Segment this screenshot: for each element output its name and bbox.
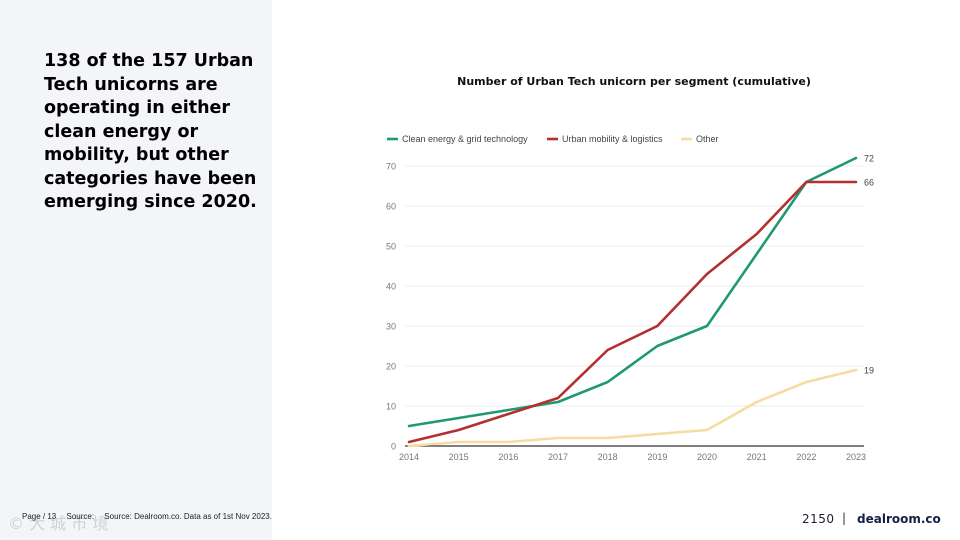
x-tick-label: 2016: [498, 452, 518, 462]
y-tick-label: 30: [386, 322, 396, 332]
logo-dealroom: dealroom.co: [857, 512, 941, 526]
y-tick-label: 40: [386, 282, 396, 292]
series-line: [407, 156, 858, 428]
x-tick-label: 2017: [548, 452, 568, 462]
y-tick-label: 50: [386, 242, 396, 252]
y-tick-label: 60: [386, 202, 396, 212]
y-tick-label: 20: [386, 362, 396, 372]
logo-separator: |: [842, 511, 847, 525]
source-text: Source: Dealroom.co. Data as of 1st Nov …: [104, 512, 272, 521]
legend-entry: Urban mobility & logistics: [562, 134, 663, 144]
legend-entry: Other: [696, 134, 719, 144]
data-label: 72: [864, 154, 874, 164]
y-tick-label: 10: [386, 402, 396, 412]
x-tick-label: 2023: [846, 452, 866, 462]
data-label: 66: [864, 178, 874, 188]
series-line: [407, 368, 858, 448]
x-tick-label: 2022: [796, 452, 816, 462]
headline-line: categories have been: [44, 168, 257, 189]
x-tick-label: 2021: [747, 452, 767, 462]
headline-line: 138 of the 157 Urban: [44, 51, 254, 71]
headline-line: mobility, but other: [44, 145, 229, 165]
x-tick-label: 2020: [697, 452, 717, 462]
x-tick-label: 2015: [449, 452, 469, 462]
headline-line: clean energy or: [44, 121, 199, 142]
left-panel: [0, 0, 272, 540]
headline-line: emerging since 2020.: [44, 192, 257, 212]
footer: Page / 13 Source: Source: Dealroom.co. D…: [22, 512, 280, 521]
headline-line: operating in either: [44, 98, 231, 118]
legend-entry: Clean energy & grid technology: [402, 134, 528, 144]
source-label: Source:: [66, 512, 95, 521]
data-label: 19: [864, 366, 874, 376]
page-number: Page / 13: [22, 512, 57, 521]
x-tick-label: 2018: [598, 452, 618, 462]
x-tick-label: 2014: [399, 452, 419, 462]
headline-line: Tech unicorns are: [44, 74, 218, 95]
x-tick-label: 2019: [647, 452, 667, 462]
watermark: © 大 城 市 境: [8, 514, 109, 533]
y-tick-label: 0: [391, 442, 396, 452]
series-line: [407, 180, 858, 444]
headline: 138 of the 157 Urban Tech unicorns are o…: [44, 50, 266, 215]
chart-title: Number of Urban Tech unicorn per segment…: [457, 75, 811, 88]
y-tick-label: 70: [386, 162, 396, 172]
line-chart: 0 10 20 30 40 50 60 70 2014 2015 2016 2017 2018 2019 2…: [386, 134, 874, 462]
logo-2150: 2150: [802, 512, 835, 526]
